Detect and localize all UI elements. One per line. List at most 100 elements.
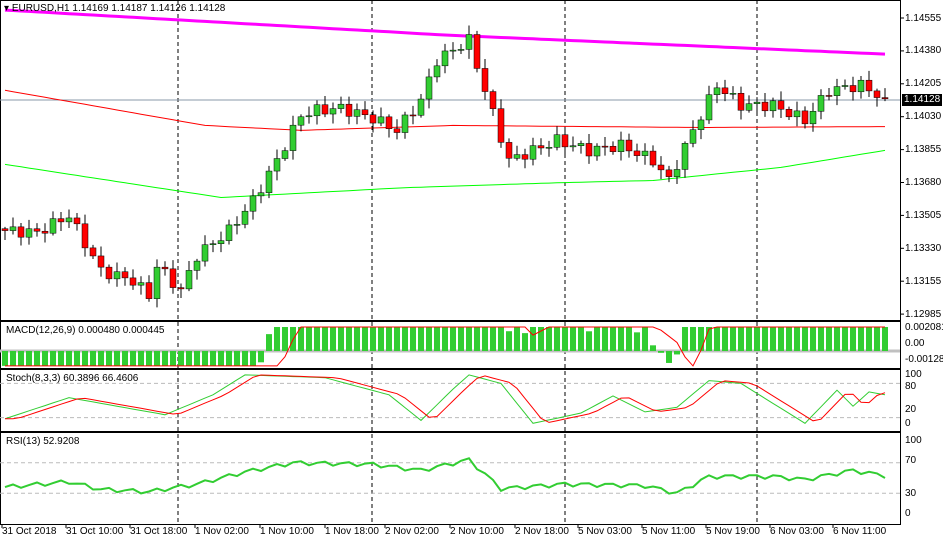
bull-candle [217, 240, 225, 244]
macd-bar [50, 351, 56, 366]
ma200-line [4, 8, 886, 56]
price-axis-label: 1.13155 [905, 275, 942, 287]
bull-candle [441, 50, 449, 67]
macd-bar [490, 327, 496, 351]
macd-bar [650, 345, 656, 351]
price-axis-label: 1.14555 [905, 12, 942, 24]
bear-candle [761, 101, 769, 112]
bear-candle [481, 68, 489, 92]
bear-candle [881, 97, 889, 100]
macd-bar [858, 327, 864, 351]
bear-candle [537, 145, 545, 149]
macd-bar [330, 327, 336, 351]
macd-bar [242, 351, 248, 366]
macd-bar [370, 327, 376, 351]
bear-candle [609, 145, 617, 152]
bull-candle [729, 93, 737, 95]
bear-candle [633, 150, 641, 156]
bull-candle [465, 34, 473, 50]
time-axis-label: 5 Nov 11:00 [642, 526, 696, 537]
bull-candle [193, 260, 201, 271]
price-axis-label: 1.13680 [905, 177, 942, 188]
macd-bar [458, 327, 464, 351]
close-price: 1.14128 [189, 3, 226, 14]
bull-candle [569, 145, 577, 148]
macd-bar [674, 351, 680, 355]
bear-candle [801, 110, 809, 125]
macd-bar [514, 327, 520, 351]
bear-candle [1, 228, 9, 231]
panel-frame [0, 321, 901, 369]
time-axis-label: 2 Nov 18:00 [515, 526, 569, 537]
bull-candle [265, 170, 273, 193]
macd-bar [34, 351, 40, 366]
bear-candle [169, 268, 177, 288]
bull-candle [673, 169, 681, 177]
macd-bar [306, 327, 312, 351]
bear-candle [145, 282, 153, 299]
macd-bar [506, 331, 512, 351]
bull-candle [153, 266, 161, 299]
bull-candle [457, 49, 465, 51]
bear-candle [33, 228, 41, 232]
macd-bar [450, 327, 456, 351]
bear-candle [473, 34, 481, 69]
macd-bar [658, 351, 664, 353]
bull-candle [49, 218, 57, 234]
macd-bar [26, 351, 32, 366]
bull-candle [281, 150, 289, 159]
bear-candle [657, 164, 665, 171]
macd-bar [762, 327, 768, 351]
macd-bar [642, 327, 648, 351]
current-price-tag: 1.14128 [902, 94, 943, 106]
stoch-axis-label: 20 [905, 404, 917, 415]
rsi-line [4, 457, 886, 495]
bear-candle [385, 116, 393, 130]
stoch-axis-label: 80 [905, 381, 917, 392]
bull-candle [433, 65, 441, 78]
bear-candle [105, 266, 113, 280]
bull-candle [425, 76, 433, 100]
macd-bar [298, 327, 304, 351]
bull-candle [337, 103, 345, 109]
macd-bar [130, 351, 136, 366]
macd-bar [834, 327, 840, 351]
bear-candle [561, 134, 569, 148]
ma-green-line [4, 149, 886, 199]
bull-candle [257, 192, 265, 197]
stoch-label: Stoch(8,3,3) 60.3896 66.4606 [6, 373, 139, 384]
macd-bar [818, 327, 824, 351]
bear-candle [345, 103, 353, 117]
macd-bar [378, 327, 384, 351]
macd-bar [794, 327, 800, 351]
bull-candle [313, 104, 321, 117]
macd-bar [170, 351, 176, 366]
macd-bar [138, 351, 144, 366]
macd-bar [314, 327, 320, 351]
macd-label: MACD(12,26,9) 0.000480 0.000445 [6, 325, 165, 336]
macd-bar [74, 351, 80, 366]
macd-bar [554, 327, 560, 351]
macd-bar [146, 351, 152, 366]
stoch-axis-label: 100 [905, 369, 922, 380]
macd-bar [362, 327, 368, 351]
macd-bar [690, 327, 696, 351]
macd-bar [530, 327, 536, 351]
time-axis-label: 6 Nov 11:00 [833, 526, 887, 537]
bull-candle [641, 150, 649, 156]
time-axis-label: 5 Nov 19:00 [706, 526, 760, 537]
bear-candle [521, 154, 529, 160]
time-axis-label: 31 Oct 10:00 [66, 526, 124, 537]
stoch-d-line [5, 374, 886, 423]
macd-bar [434, 327, 440, 351]
macd-bar [826, 327, 832, 351]
macd-bar [18, 351, 24, 366]
macd-axis-label: 0.00 [905, 338, 925, 349]
bull-candle [249, 195, 257, 212]
macd-bar [546, 327, 552, 351]
macd-bar [154, 351, 160, 366]
chart-header: ▾ EURUSD,H1 1.14169 1.14187 1.14126 1.14… [4, 3, 226, 14]
panel-frame [0, 0, 901, 321]
